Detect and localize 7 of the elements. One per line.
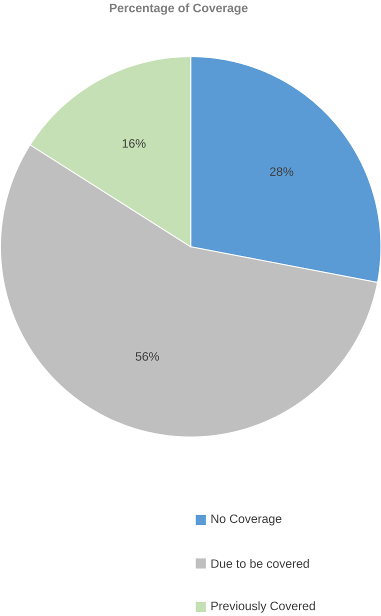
chart-title: Percentage of Coverage xyxy=(110,3,248,15)
legend-label: Previously Covered xyxy=(211,601,315,613)
data-label: 28% xyxy=(270,167,294,176)
data-label: 16% xyxy=(122,139,146,148)
legend-label: Due to be covered xyxy=(211,559,309,568)
legend-label: No Coverage xyxy=(211,514,282,526)
data-label: 56% xyxy=(135,352,159,361)
